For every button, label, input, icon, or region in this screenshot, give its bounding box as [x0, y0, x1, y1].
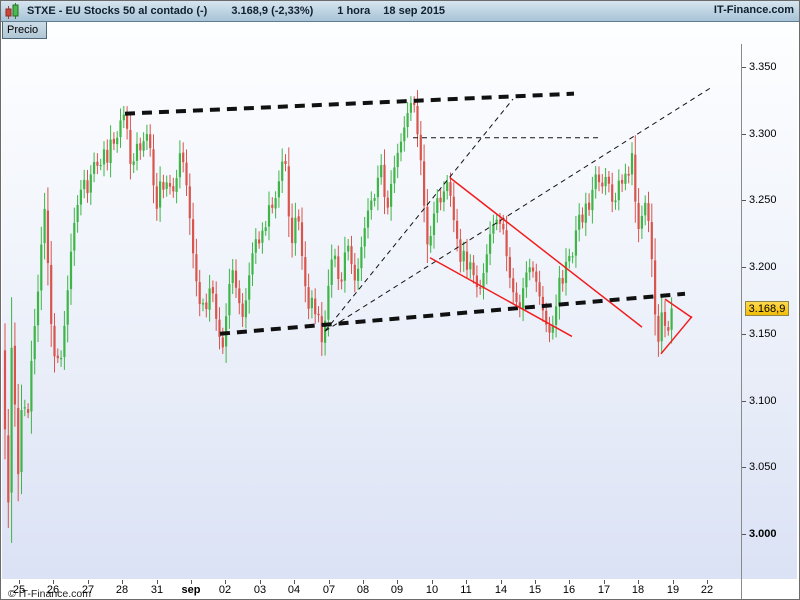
tab-precio[interactable]: Precio — [2, 22, 47, 39]
y-tick — [742, 67, 746, 68]
trend-line-wedge-lower[interactable] — [429, 257, 573, 338]
x-tick — [363, 580, 364, 584]
trend-line-pennant-upper[interactable] — [664, 298, 693, 319]
x-tick — [466, 580, 467, 584]
chart-content: 3.350 3.300 3.250 3.200 3.150 3.100 3.050 3.000… — [2, 22, 797, 599]
y-tick — [742, 467, 746, 469]
x-tick — [569, 580, 570, 584]
x-tick-label: 10 — [425, 584, 439, 596]
copyright-label: © IT-Finance.com — [8, 588, 92, 600]
y-tick-label: 3.100 — [749, 394, 777, 407]
y-tick — [742, 133, 746, 135]
title-bar: STXE - EU Stocks 50 al contado (-) 3.168… — [1, 1, 799, 22]
trend-line-rising-steep[interactable] — [324, 98, 514, 332]
x-tick-label: sep — [181, 584, 201, 596]
x-tick — [294, 580, 295, 584]
x-tick-label: 19 — [666, 584, 680, 596]
x-tick-label: 26 — [46, 584, 60, 596]
instrument-title: STXE - EU Stocks 50 al contado (-) — [27, 5, 208, 17]
x-tick-label: 31 — [150, 584, 164, 596]
x-tick — [225, 580, 226, 584]
x-tick — [53, 580, 54, 584]
x-tick — [638, 580, 639, 584]
candlestick-icon — [5, 3, 19, 19]
trend-line-pennant-lower[interactable] — [660, 315, 693, 355]
x-tick — [191, 580, 192, 584]
candlestick-chart — [3, 86, 713, 543]
x-tick — [501, 580, 502, 584]
x-tick — [673, 580, 674, 584]
x-tick-label: 18 — [631, 584, 645, 596]
y-tick — [742, 400, 746, 402]
y-tick-label: 3.350 — [749, 61, 777, 73]
x-tick-label: 02 — [218, 584, 232, 596]
x-tick-label: 28 — [115, 584, 129, 596]
x-tick — [535, 580, 536, 584]
x-tick-label: 07 — [322, 584, 336, 596]
x-tick — [88, 580, 89, 584]
x-tick — [19, 580, 20, 584]
x-tick-label: 25 — [12, 584, 26, 596]
x-tick — [707, 580, 708, 584]
y-axis-border — [741, 44, 742, 599]
last-price-and-change: 3.168,9 (-2,33%) — [231, 5, 314, 17]
x-tick-label: 11 — [460, 584, 472, 596]
y-tick-label: 3.050 — [749, 461, 777, 474]
y-tick-label: 3.250 — [749, 194, 777, 207]
trend-line-support-rising[interactable] — [219, 291, 686, 336]
y-tick — [742, 333, 746, 335]
x-tick-label: 14 — [494, 584, 508, 596]
x-tick-label: 17 — [597, 584, 611, 596]
trend-line-rising-long[interactable] — [324, 86, 713, 332]
timeframe-label: 1 hora — [337, 5, 371, 17]
x-tick-label: 08 — [356, 584, 370, 596]
date-label: 18 sep 2015 — [383, 5, 446, 17]
y-tick — [742, 200, 746, 202]
y-tick-label: 3.300 — [749, 127, 777, 140]
y-tick — [742, 267, 746, 269]
y-tick-label: 3.200 — [749, 261, 777, 274]
x-tick — [157, 580, 158, 584]
x-tick-label: 27 — [81, 584, 95, 596]
price-plot-area[interactable] — [3, 44, 741, 599]
current-price-tag: 3.168,9 — [745, 300, 789, 316]
x-tick — [122, 580, 123, 584]
x-tick-label: 03 — [253, 584, 267, 596]
x-tick-label: 15 — [528, 584, 542, 596]
y-tick-label: 3.000 — [749, 527, 777, 540]
x-tick-label: 16 — [562, 584, 576, 596]
tab-precio-label: Precio — [7, 24, 39, 36]
brand-label: IT-Finance.com — [713, 4, 794, 16]
x-tick-label: 04 — [287, 584, 301, 596]
x-tick-label: 09 — [390, 584, 404, 596]
trend-line-wedge-upper[interactable] — [449, 177, 643, 328]
time-axis[interactable]: 25 26 27 28 31 sep 02 03 04 07 08 09 10 11 14 15 16 17 18 1… — [1, 579, 799, 599]
x-tick — [329, 580, 330, 584]
y-tick-label: 3.150 — [749, 327, 777, 340]
x-tick — [397, 580, 398, 584]
x-tick — [604, 580, 605, 584]
x-tick-label: 22 — [700, 584, 714, 596]
y-tick — [742, 533, 746, 535]
trend-line-resistance-upper[interactable] — [124, 91, 575, 116]
price-axis[interactable]: 3.350 3.300 3.250 3.200 3.150 3.100 3.050 3.000… — [742, 44, 799, 599]
x-tick — [432, 580, 433, 584]
x-tick — [260, 580, 261, 584]
